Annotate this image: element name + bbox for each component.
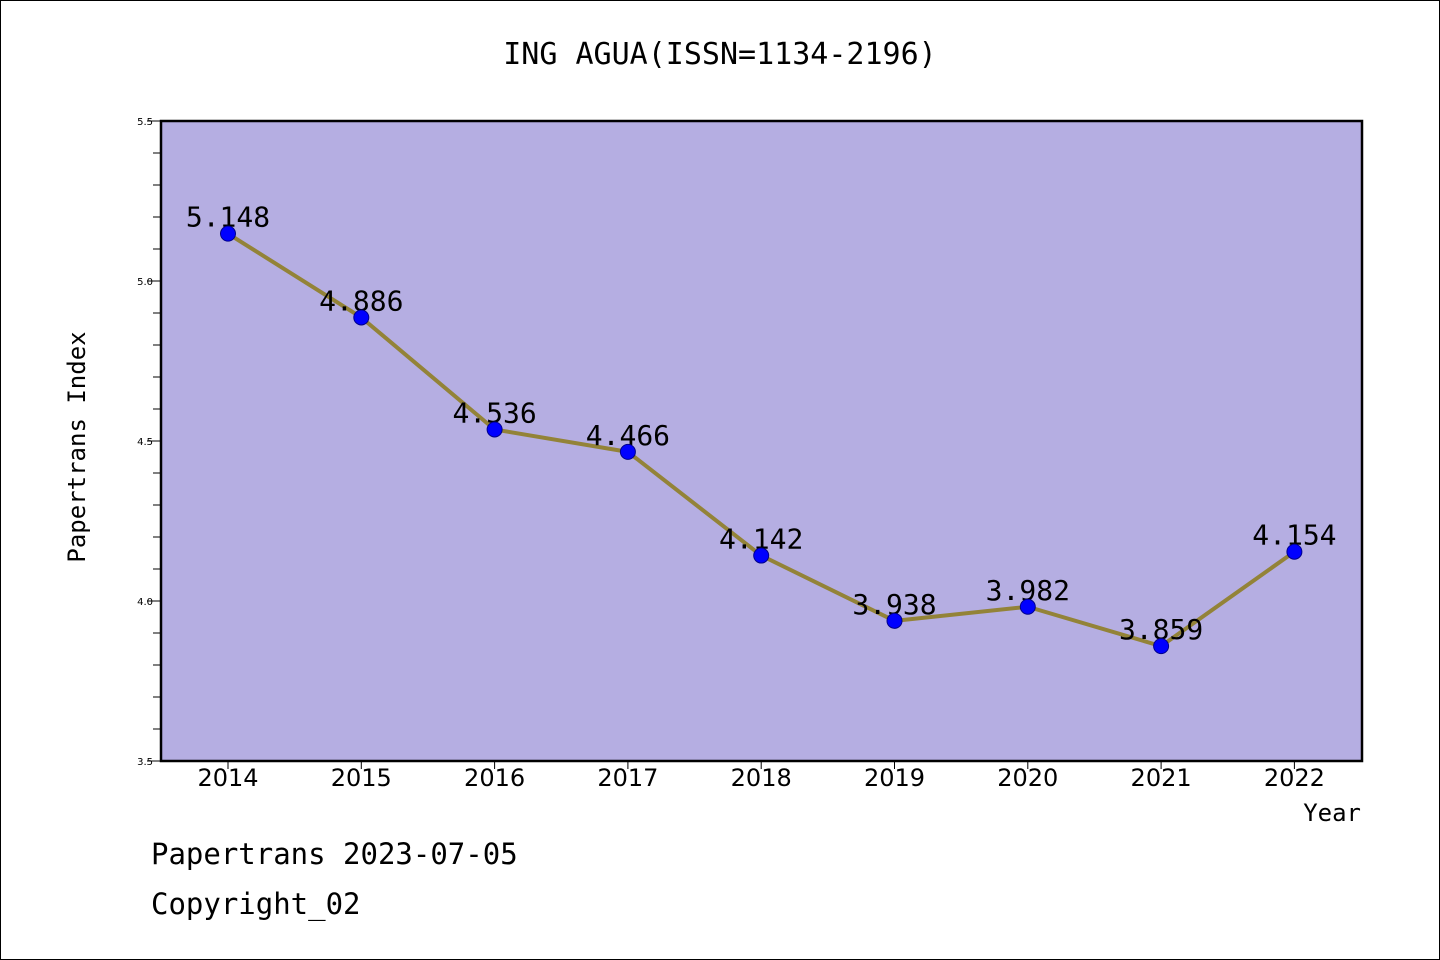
y-tick-label: 3.5 [137,757,153,768]
x-axis-title: Year [1303,799,1361,827]
y-tick-label: 5.0 [137,277,153,288]
y-tick-label: 5.5 [137,117,153,128]
data-point [1019,598,1036,615]
x-tick-label: 2018 [731,764,792,792]
footer-copyright: Copyright_02 [151,887,361,921]
chart-title: ING AGUA(ISSN=1134-2196) [503,37,937,72]
data-point [886,612,903,629]
x-tick-label: 2017 [597,764,658,792]
x-tick-label: 2022 [1264,764,1325,792]
plot-frame [159,119,1364,763]
data-point [753,547,770,564]
data-point [1286,543,1303,560]
y-axis-title: Papertrans Index [63,331,91,562]
data-point [486,421,503,438]
y-tick-label: 4.5 [137,437,153,448]
data-point [353,309,370,326]
footer-date: Papertrans 2023-07-05 [151,837,518,871]
data-point [220,225,236,242]
x-tick-label: 2014 [197,764,258,792]
x-tick-label: 2021 [1131,764,1192,792]
data-point [1153,638,1170,655]
y-tick-label: 4.0 [137,597,153,608]
data-point [619,443,636,460]
x-tick-label: 2020 [997,764,1058,792]
x-tick-label: 2015 [331,764,392,792]
x-tick-label: 2019 [864,764,925,792]
plot-area [161,121,1362,761]
x-tick-label: 2016 [464,764,525,792]
